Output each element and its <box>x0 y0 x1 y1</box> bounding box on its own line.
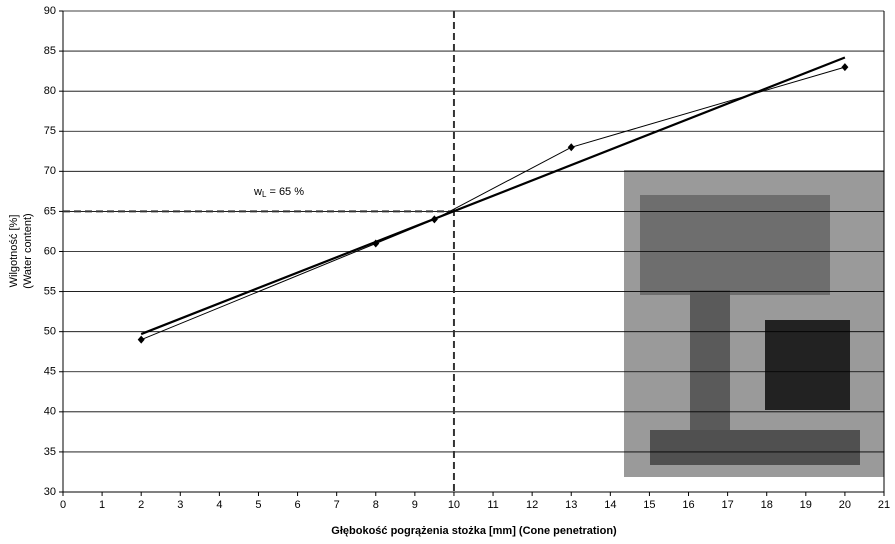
x-tick-label: 18 <box>761 499 773 511</box>
photo-device <box>640 195 830 295</box>
y-axis-title: (Water content) <box>22 213 34 288</box>
data-point <box>137 335 145 344</box>
x-tick-label: 16 <box>682 499 694 511</box>
annotation-part: L <box>262 190 267 199</box>
y-tick-label: 45 <box>44 366 56 378</box>
x-tick-label: 19 <box>800 499 812 511</box>
x-tick-label: 10 <box>448 499 460 511</box>
trend-line <box>140 56 846 336</box>
x-axis-title: Głębokość pogrążenia stożka [mm] (Cone p… <box>331 525 617 537</box>
x-tick-label: 9 <box>412 499 418 511</box>
y-tick-label: 65 <box>44 205 56 217</box>
x-tick-label: 21 <box>878 499 890 511</box>
y-tick-label: 40 <box>44 406 56 418</box>
x-tick-label: 4 <box>216 499 222 511</box>
x-tick-label: 0 <box>60 499 66 511</box>
y-tick-label: 85 <box>44 45 56 57</box>
x-tick-label: 6 <box>295 499 301 511</box>
y-tick-label: 35 <box>44 446 56 458</box>
photo-cup <box>765 320 850 410</box>
x-tick-label: 2 <box>138 499 144 511</box>
y-tick-label: 70 <box>44 165 56 177</box>
x-tick-label: 14 <box>604 499 616 511</box>
x-tick-label: 7 <box>334 499 340 511</box>
x-tick-label: 3 <box>177 499 183 511</box>
x-tick-label: 12 <box>526 499 538 511</box>
y-tick-label: 60 <box>44 245 56 257</box>
x-tick-label: 20 <box>839 499 851 511</box>
x-tick-label: 13 <box>565 499 577 511</box>
y-tick-label: 80 <box>44 85 56 97</box>
x-tick-label: 1 <box>99 499 105 511</box>
annotation: wL = 65 % <box>253 186 304 199</box>
x-tick-label: 15 <box>643 499 655 511</box>
y-tick-label: 55 <box>44 285 56 297</box>
x-tick-label: 8 <box>373 499 379 511</box>
y-tick-label: 75 <box>44 125 56 137</box>
y-tick-label: 90 <box>44 5 56 17</box>
y-axis-title: Wilgotność [%] <box>8 215 20 288</box>
y-tick-label: 50 <box>44 326 56 338</box>
x-tick-label: 11 <box>487 499 498 511</box>
data-point <box>841 63 849 72</box>
data-point <box>567 143 575 152</box>
photo-stand <box>690 290 730 440</box>
photo-base <box>650 430 860 465</box>
x-tick-label: 17 <box>721 499 733 511</box>
annotation-part: w <box>253 186 262 198</box>
x-tick-label: 5 <box>255 499 261 511</box>
annotation-part: = 65 % <box>266 186 304 198</box>
y-tick-label: 30 <box>44 486 56 498</box>
